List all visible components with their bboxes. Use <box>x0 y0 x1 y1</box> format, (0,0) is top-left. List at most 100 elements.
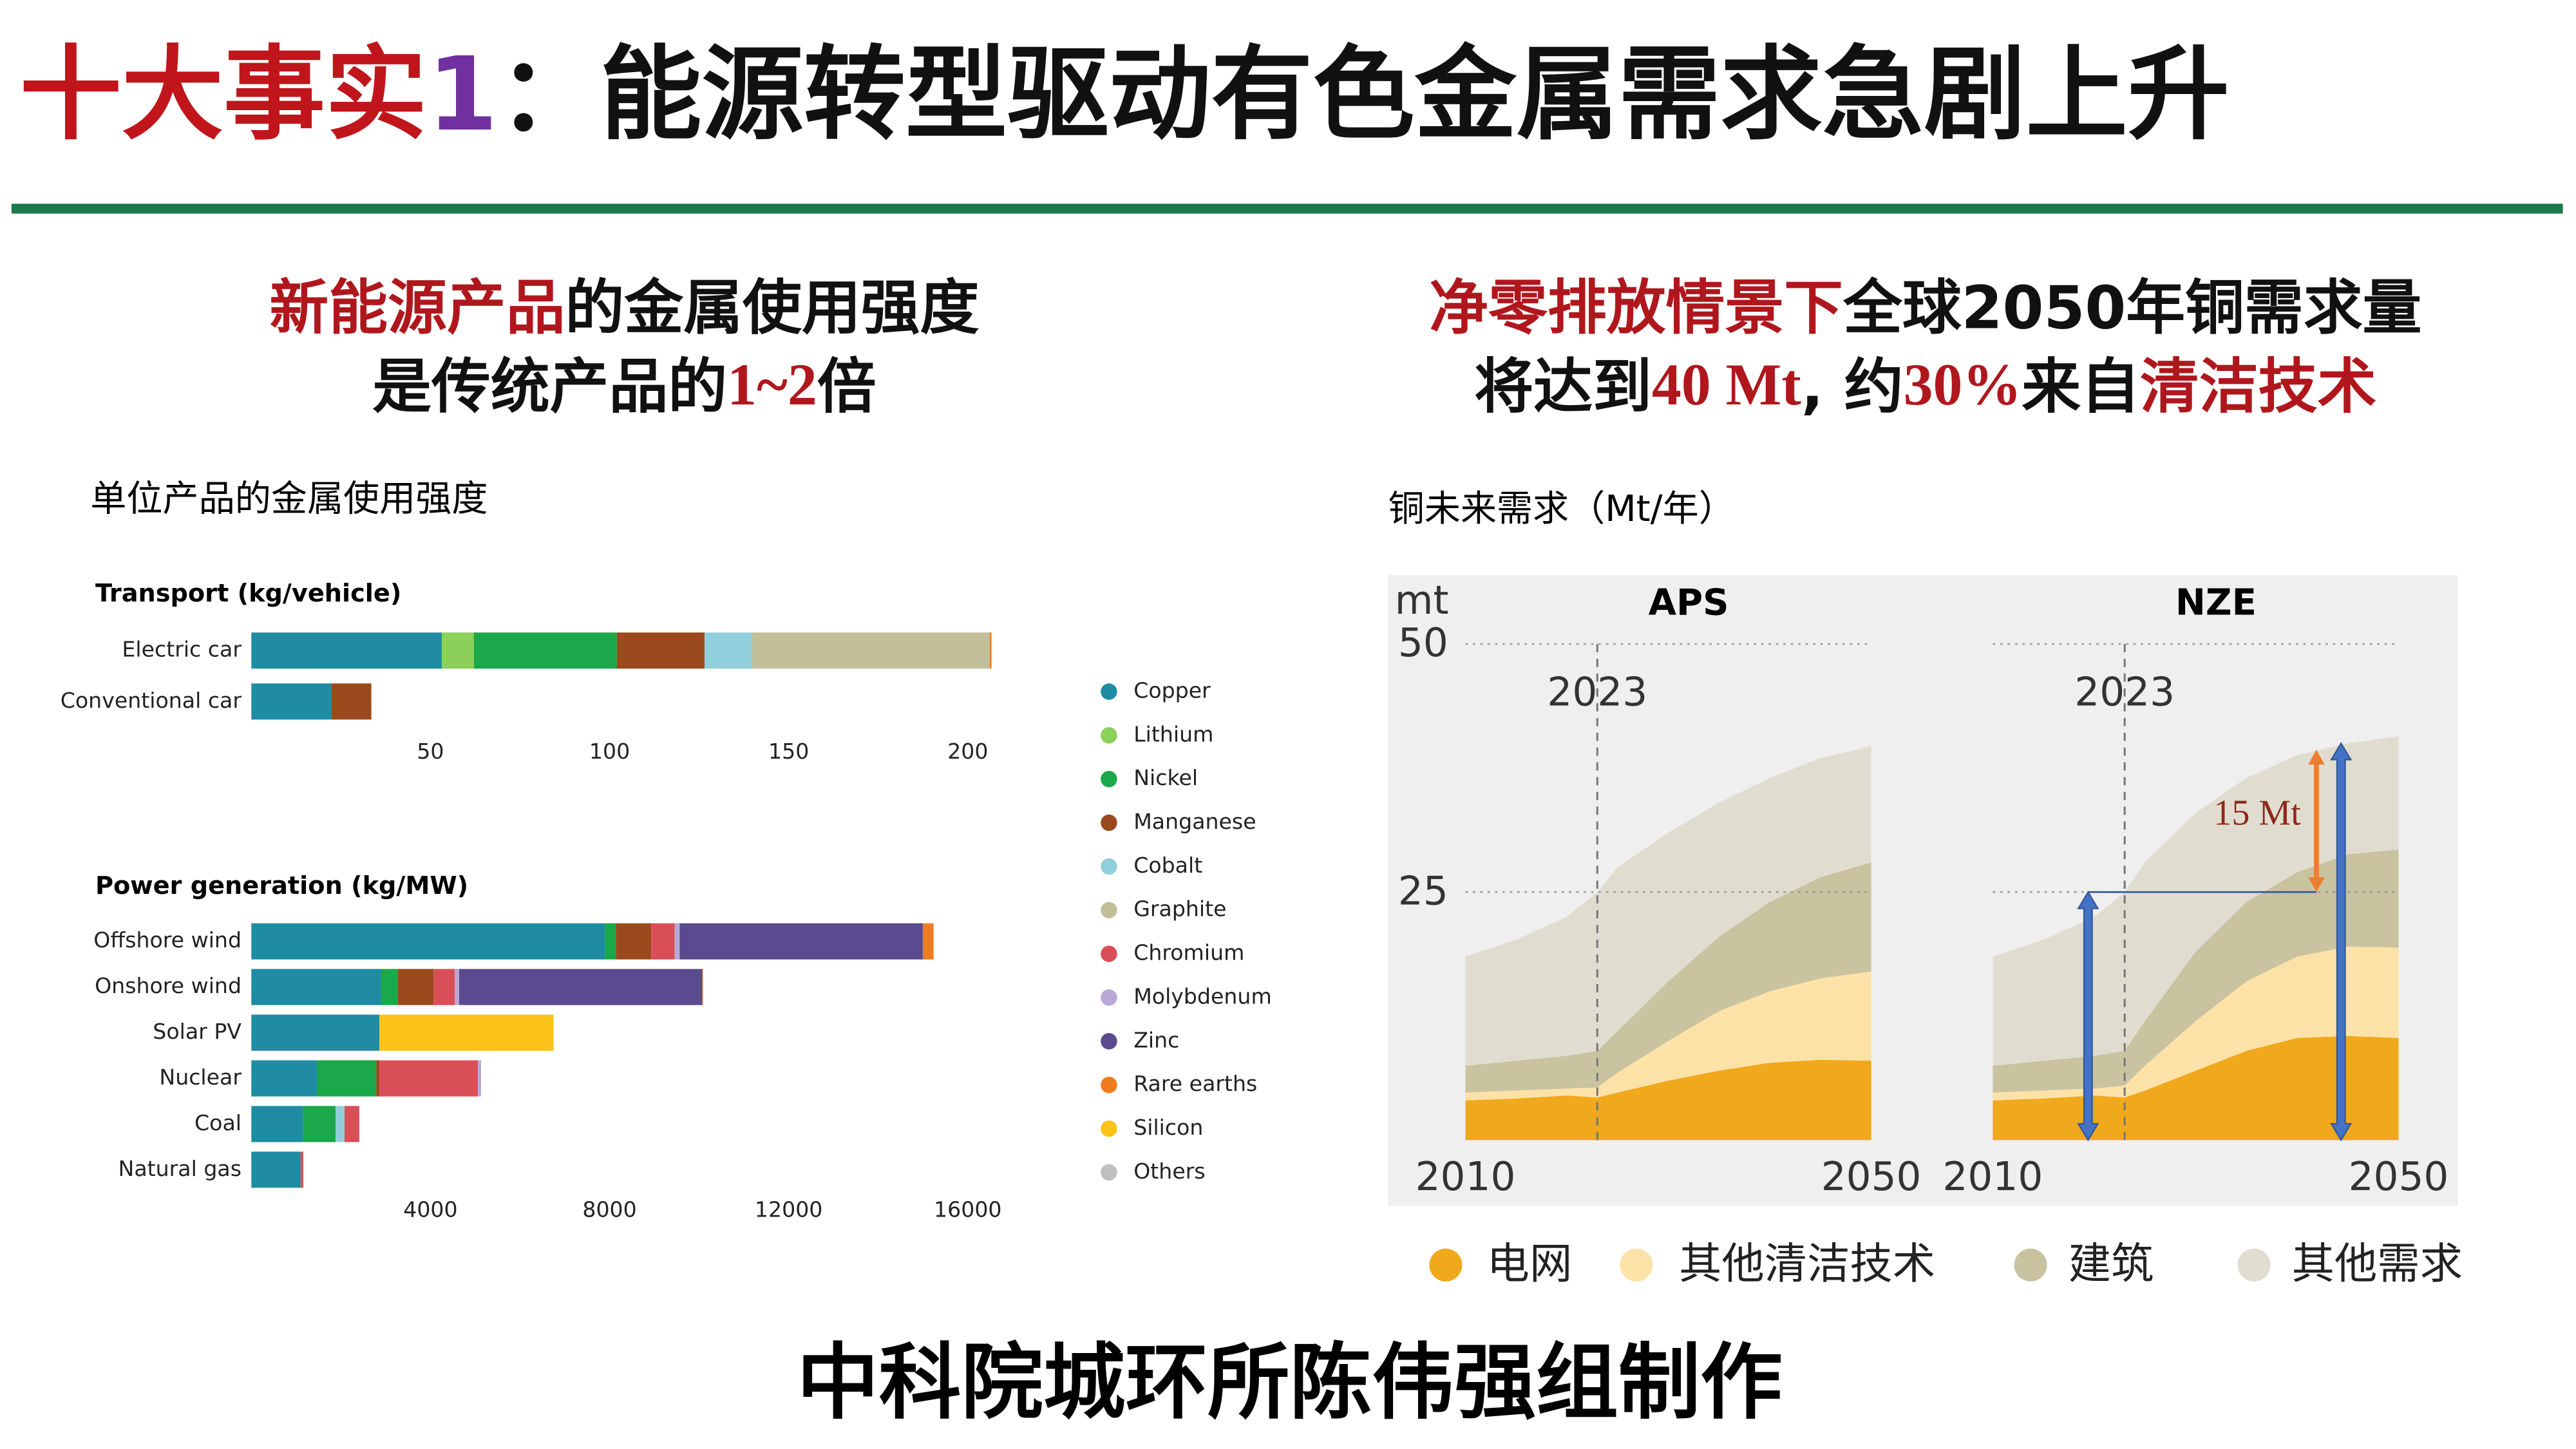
y-tick-label: Solar PV <box>153 1019 242 1044</box>
x-tick-label: 12000 <box>755 1197 822 1222</box>
legend-swatch <box>1101 945 1117 962</box>
area <box>1465 746 1871 1066</box>
y-tick-label: 50 <box>1398 620 1448 666</box>
bar-segment <box>922 923 934 960</box>
y-tick-label: Nuclear <box>159 1065 242 1090</box>
panel-title: Power generation (kg/MW) <box>95 871 468 900</box>
panel-title: NZE <box>2175 582 2257 623</box>
legend-label: Manganese <box>1133 809 1256 834</box>
chart-title: 单位产品的金属使用强度 <box>90 478 488 520</box>
arrow <box>2330 742 2353 1142</box>
arrow <box>2077 891 2099 1142</box>
bar-segment <box>989 632 992 669</box>
bar-segment <box>605 923 616 960</box>
bar-segment <box>251 1060 317 1097</box>
x-tick-label: 200 <box>947 739 988 764</box>
bar-segment <box>251 923 605 960</box>
legend-swatch <box>1620 1248 1653 1282</box>
y-tick-label: Natural gas <box>118 1156 242 1181</box>
legend-label: Cobalt <box>1133 853 1202 878</box>
legend-label: Nickel <box>1133 765 1198 790</box>
bar-segment <box>331 683 372 720</box>
bar-segment <box>397 969 434 1005</box>
annotation: 15 Mt <box>2213 793 2301 833</box>
bar-segment <box>303 1106 336 1142</box>
legend-swatch <box>1101 1164 1117 1181</box>
bar-segment <box>674 923 680 960</box>
area <box>1465 971 1871 1101</box>
bar-segment <box>336 1106 345 1142</box>
x-tick-label: 50 <box>417 739 444 764</box>
x-tick-label: 100 <box>589 739 630 764</box>
x-tick-label: 2050 <box>1821 1154 1922 1200</box>
slide-title: 十大事实1：能源转型驱动有色金属需求急剧上升 <box>20 36 2230 155</box>
y-tick-label: Offshore wind <box>93 927 242 952</box>
right-heading: 将达到40 Mt, 约30%来自清洁技术 <box>1474 352 2376 421</box>
bar-segment <box>651 923 675 960</box>
y-tick-label: Conventional car <box>61 688 242 713</box>
x-tick-label: 2010 <box>1416 1154 1516 1200</box>
bar-segment <box>459 969 703 1005</box>
bar-segment <box>433 969 455 1005</box>
legend-swatch <box>2014 1248 2047 1282</box>
x-tick-label: 4000 <box>403 1197 457 1222</box>
area <box>1993 736 2399 1066</box>
legend-swatch <box>1429 1248 1463 1282</box>
bar-segment <box>616 632 705 669</box>
bar-segment <box>704 632 752 669</box>
area <box>1993 849 2399 1093</box>
bar-segment <box>381 969 398 1005</box>
area <box>1465 1059 1871 1141</box>
bar-segment <box>454 969 459 1005</box>
bar-segment <box>344 1106 359 1142</box>
bar-segment <box>702 969 703 1005</box>
legend-swatch <box>2237 1248 2271 1282</box>
x-tick-label: 2010 <box>1942 1154 2043 1200</box>
legend-label: 建筑 <box>2069 1238 2154 1289</box>
bar-segment <box>679 923 923 960</box>
legend-label: Molybdenum <box>1133 983 1272 1009</box>
legend-swatch <box>1101 1033 1117 1050</box>
marker-label: 2023 <box>2074 670 2175 715</box>
bar-segment <box>251 969 381 1005</box>
legend-label: Rare earths <box>1133 1071 1257 1096</box>
bar-segment <box>752 632 990 669</box>
bar-segment <box>442 632 474 669</box>
x-tick-label: 8000 <box>582 1197 636 1222</box>
bar-segment <box>251 1151 301 1188</box>
legend-swatch <box>1101 989 1117 1006</box>
y-tick-label: Onshore wind <box>95 973 242 998</box>
bar-segment <box>478 1060 481 1097</box>
legend-label: Graphite <box>1133 896 1226 922</box>
legend-swatch <box>1101 814 1117 831</box>
legend-swatch <box>1101 1076 1117 1094</box>
bar-segment <box>317 1060 377 1097</box>
area <box>1465 862 1871 1093</box>
marker-label: 2023 <box>1547 670 1647 715</box>
legend-label: Silicon <box>1133 1115 1203 1140</box>
legend-label: Zinc <box>1133 1027 1179 1052</box>
legend-label: Others <box>1133 1159 1205 1184</box>
y-tick-label: 25 <box>1398 868 1448 914</box>
bar-segment <box>251 1106 303 1142</box>
bar-segment <box>251 683 332 720</box>
title-rule <box>11 204 2563 214</box>
y-tick-label: Electric car <box>122 637 242 662</box>
bar-segment <box>379 1060 478 1097</box>
chart-title: 铜未来需求（Mt/年） <box>1388 488 1735 530</box>
legend-swatch <box>1101 683 1117 700</box>
bar-segment <box>473 632 617 669</box>
bar-segment <box>616 923 652 960</box>
x-tick-label: 2050 <box>2349 1154 2449 1200</box>
left-heading: 新能源产品的金属使用强度 <box>269 274 979 343</box>
legend-swatch <box>1101 770 1117 788</box>
bar-segment <box>379 1014 554 1051</box>
legend-label: Chromium <box>1133 940 1244 965</box>
legend-swatch <box>1101 858 1117 875</box>
legend-label: 其他需求 <box>2292 1238 2463 1289</box>
panel-title: APS <box>1649 582 1729 623</box>
arrow <box>2308 750 2325 893</box>
legend-swatch <box>1101 1120 1117 1137</box>
bar-segment <box>251 632 442 669</box>
